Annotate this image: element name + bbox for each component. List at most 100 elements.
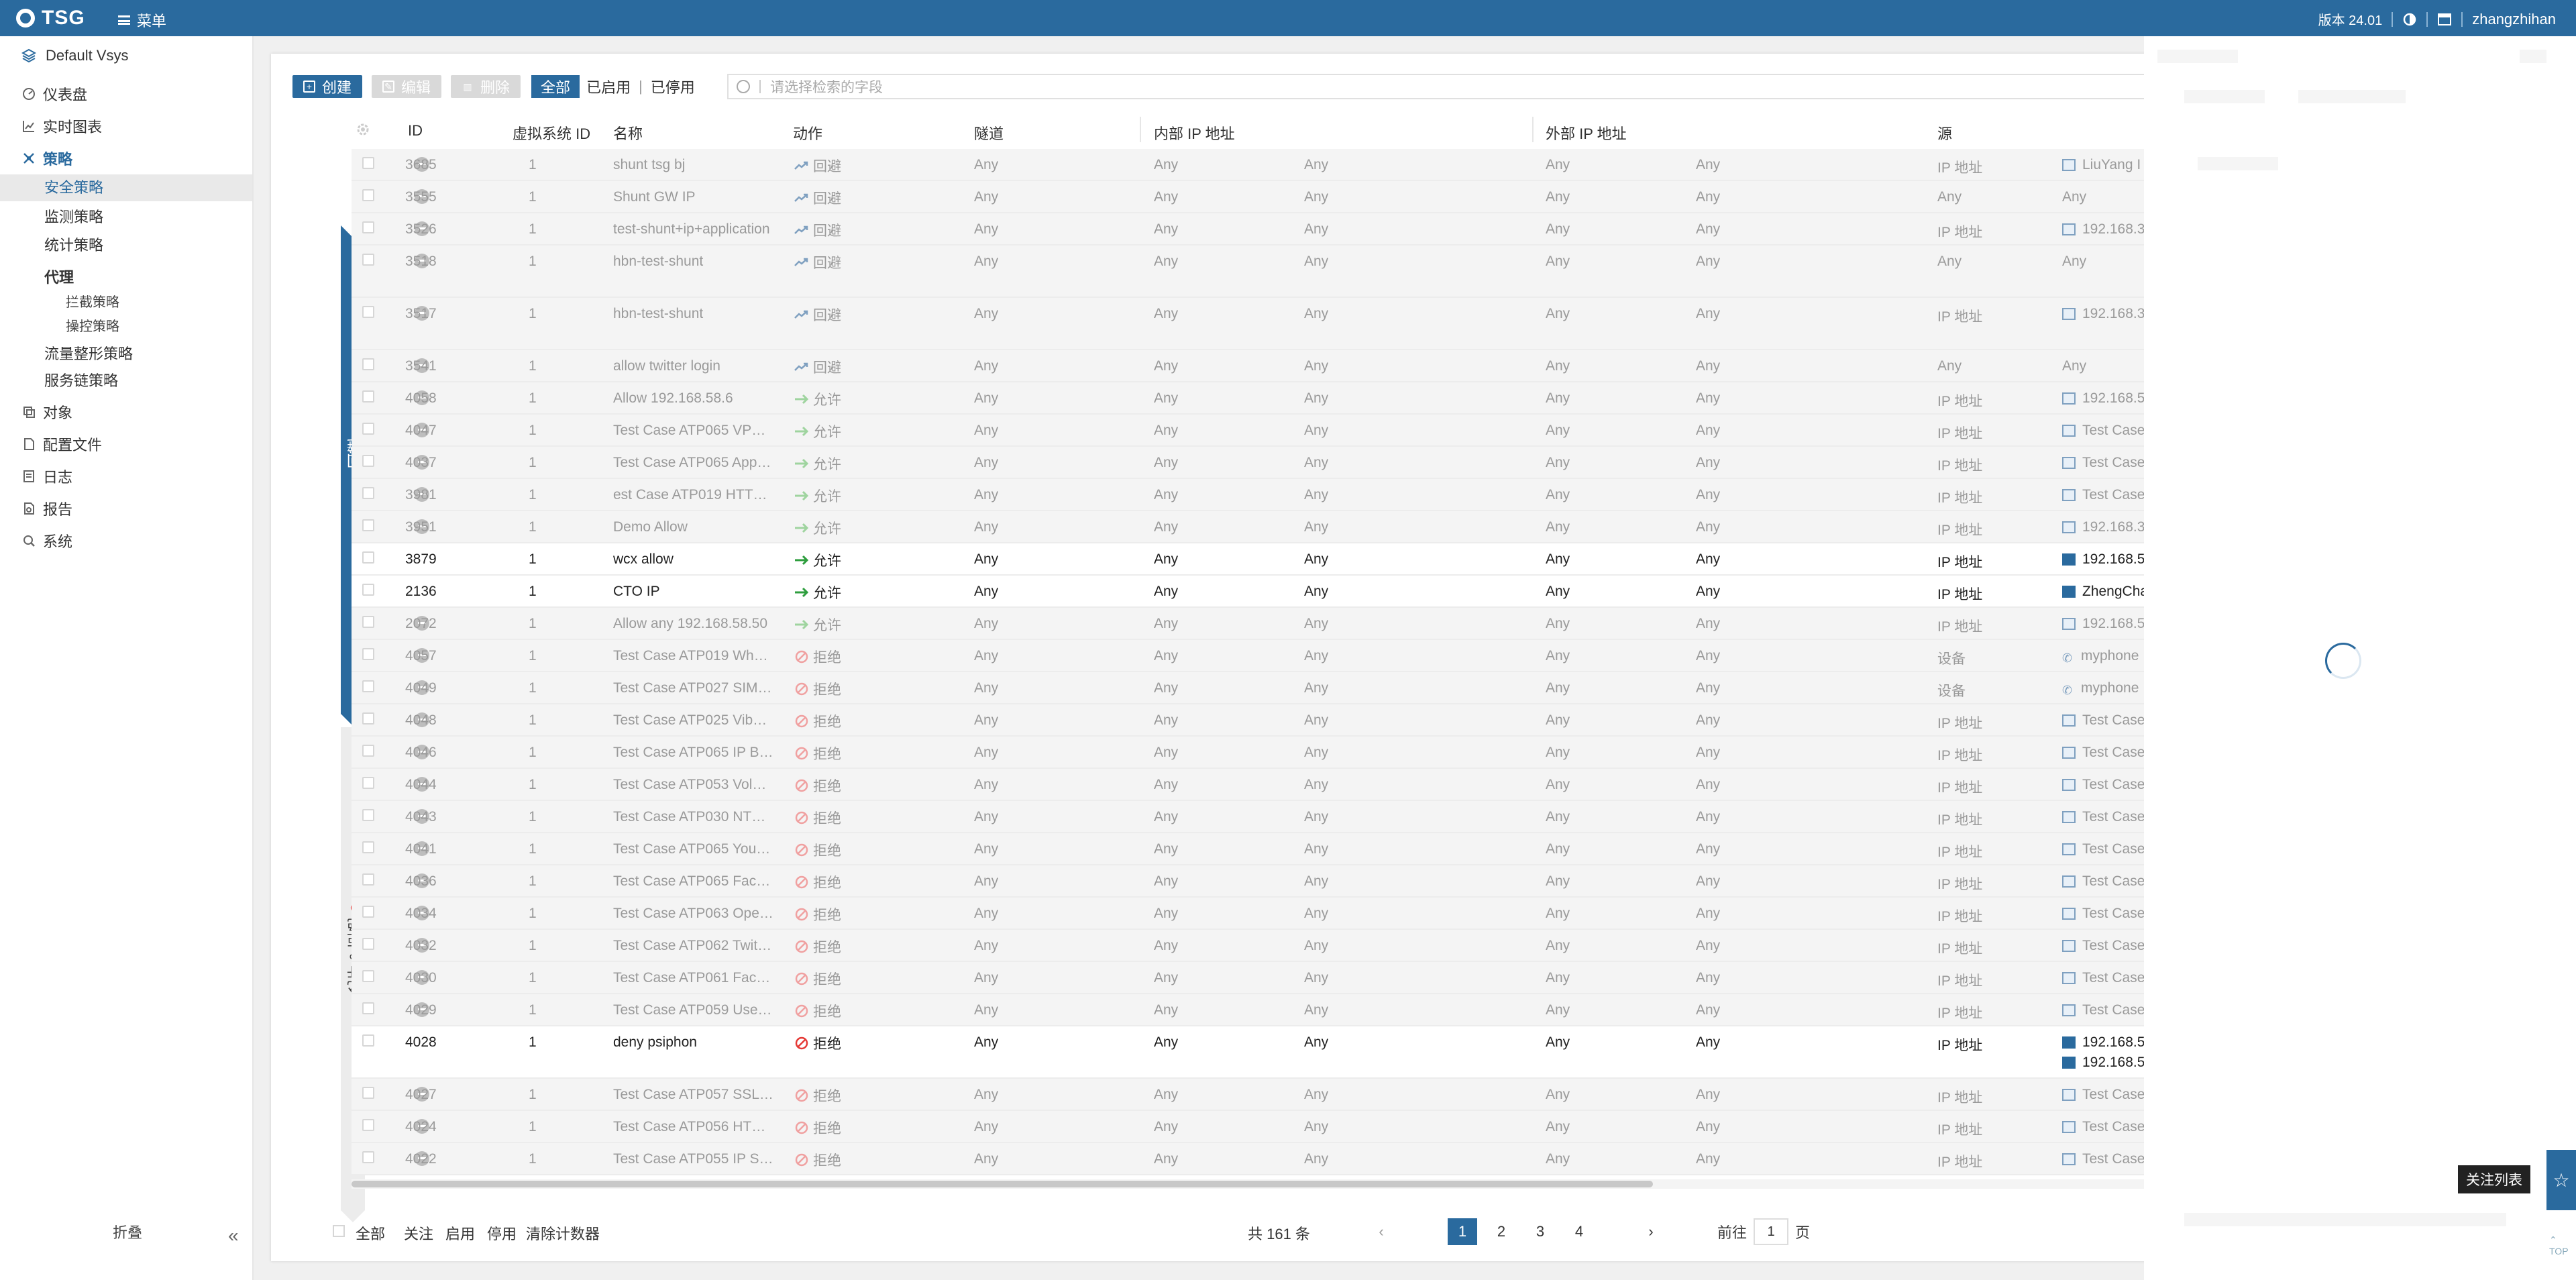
sidebar-item-policy[interactable]: 策略 xyxy=(0,148,252,169)
sidebar-item-dashboard[interactable]: 仪表盘 xyxy=(0,83,252,105)
column-source[interactable]: 源 xyxy=(1937,125,1953,142)
row-checkbox[interactable] xyxy=(362,551,374,564)
cell-source-value[interactable]: Test Case xyxy=(2062,970,2145,986)
column-tunnel[interactable]: 隧道 xyxy=(974,125,1004,142)
cell-source-value[interactable]: 192.168.5 xyxy=(2062,1055,2145,1071)
table-row[interactable]: 4047 1 Test Case ATP065 VP… 允许 Any Any Any Any A… xyxy=(352,415,2147,447)
sidebar-item-report[interactable]: 报告 xyxy=(0,498,252,519)
delete-button[interactable]: ▥ 删除 xyxy=(451,75,521,98)
select-all-label[interactable]: 全部 xyxy=(356,1226,386,1242)
cell-name[interactable]: Allow any 192.168.58.50 xyxy=(613,616,768,631)
table-row[interactable]: 2072 1 Allow any 192.168.58.50 允许 Any Any Any A… xyxy=(352,608,2147,640)
cell-source-value[interactable]: Any xyxy=(2062,189,2086,205)
row-checkbox[interactable] xyxy=(362,648,374,660)
page-4-button[interactable]: 4 xyxy=(1574,1223,1584,1240)
logo[interactable]: TSG xyxy=(16,7,85,30)
prev-page-button[interactable]: ‹ xyxy=(1379,1223,1384,1240)
row-checkbox[interactable] xyxy=(362,519,374,531)
back-to-top-button[interactable]: ⌃ TOP xyxy=(2549,1234,2569,1257)
cell-source-value[interactable]: Test Case xyxy=(2062,1087,2145,1103)
cell-source-value[interactable]: ✆ myphone xyxy=(2062,648,2139,664)
cell-source-value[interactable]: 192.168.3 xyxy=(2062,221,2145,237)
row-checkbox[interactable] xyxy=(362,1002,374,1014)
cell-name[interactable]: Test Case ATP065 You… xyxy=(613,841,771,857)
cell-name[interactable]: Test Case ATP030 NT… xyxy=(613,809,766,824)
cell-name[interactable]: hbn-test-shunt xyxy=(613,254,704,269)
cell-source-value[interactable]: 192.168.5 xyxy=(2062,551,2145,568)
cell-name[interactable]: Test Case ATP065 App… xyxy=(613,455,771,470)
cell-name[interactable]: Allow 192.168.58.6 xyxy=(613,390,733,406)
row-checkbox[interactable] xyxy=(362,841,374,853)
row-checkbox[interactable] xyxy=(362,873,374,886)
next-page-button[interactable]: › xyxy=(1648,1223,1654,1240)
column-action[interactable]: 动作 xyxy=(793,125,823,142)
table-row[interactable]: 4027 1 Test Case ATP057 SSL… 拒绝 Any Any Any Any… xyxy=(352,1079,2147,1111)
table-row[interactable]: 3526 1 test-shunt+ip+application 回避 Any Any An… xyxy=(352,213,2147,246)
cell-source-value[interactable]: Test Case xyxy=(2062,712,2145,729)
table-row[interactable]: 4043 1 Test Case ATP030 NT… 拒绝 Any Any Any Any A… xyxy=(352,801,2147,833)
sidebar-item-monitor-policy[interactable]: 监测策略 xyxy=(44,209,104,225)
collapse-arrow-icon[interactable]: « xyxy=(228,1225,239,1246)
sidebar-item-profile[interactable]: 配置文件 xyxy=(0,433,252,455)
row-checkbox[interactable] xyxy=(362,423,374,435)
table-row[interactable]: 4044 1 Test Case ATP053 Vol… 拒绝 Any Any Any Any… xyxy=(352,769,2147,801)
column-settings-icon[interactable] xyxy=(356,122,370,141)
row-checkbox[interactable] xyxy=(362,455,374,467)
sidebar-item-statistics-policy[interactable]: 统计策略 xyxy=(44,237,104,254)
cell-source-value[interactable]: Test Case xyxy=(2062,745,2145,761)
row-checkbox[interactable] xyxy=(362,777,374,789)
sidebar-item-intercept-policy[interactable]: 拦截策略 xyxy=(66,295,119,310)
table-row[interactable]: 3951 1 Demo Allow 允许 Any Any Any Any Any IP 地址 192… xyxy=(352,511,2147,543)
column-id[interactable]: ID xyxy=(408,122,423,139)
cell-name[interactable]: Test Case ATP027 SIM… xyxy=(613,680,772,696)
row-checkbox[interactable] xyxy=(362,1034,374,1047)
cell-name[interactable]: Test Case ATP055 IP S… xyxy=(613,1151,773,1167)
table-row[interactable]: 3685 1 shunt tsg bj 回避 Any Any Any Any Any IP 地址 L… xyxy=(352,149,2147,181)
table-row[interactable]: 4030 1 Test Case ATP061 Fac… 拒绝 Any Any Any Any… xyxy=(352,962,2147,994)
sidebar-item-log[interactable]: 日志 xyxy=(0,466,252,487)
table-row[interactable]: 4034 1 Test Case ATP063 Ope… 拒绝 Any Any Any Any… xyxy=(352,898,2147,930)
table-row[interactable]: 4024 1 Test Case ATP056 HT… 拒绝 Any Any Any Any A… xyxy=(352,1111,2147,1143)
cell-name[interactable]: Demo Allow xyxy=(613,519,688,535)
page-2-button[interactable]: 2 xyxy=(1497,1223,1506,1240)
sidebar-item-object[interactable]: 对象 xyxy=(0,401,252,423)
row-checkbox[interactable] xyxy=(362,1087,374,1099)
username[interactable]: zhangzhihan xyxy=(2472,10,2556,28)
filter-disabled-button[interactable]: 已停用 xyxy=(650,79,695,96)
row-checkbox[interactable] xyxy=(362,938,374,950)
cell-source-value[interactable]: Test Case xyxy=(2062,487,2145,503)
table-row[interactable]: 3517 1 hbn-test-shunt 回避 Any Any Any Any Any IP 地… xyxy=(352,298,2147,350)
column-external-ip[interactable]: 外部 IP 地址 xyxy=(1546,125,1627,142)
table-row[interactable]: 4036 1 Test Case ATP065 Fac… 拒绝 Any Any Any Any… xyxy=(352,865,2147,898)
row-checkbox[interactable] xyxy=(362,306,374,318)
cell-name[interactable]: Test Case ATP063 Ope… xyxy=(613,906,773,921)
column-internal-ip[interactable]: 内部 IP 地址 xyxy=(1154,125,1235,142)
follow-button[interactable]: 关注 xyxy=(404,1226,434,1242)
cell-source-value[interactable]: Test Case xyxy=(2062,455,2145,471)
row-checkbox[interactable] xyxy=(362,809,374,821)
edit-button[interactable]: ✎ 编辑 xyxy=(372,75,442,98)
table-row[interactable]: 4048 1 Test Case ATP025 Vib… 拒绝 Any Any Any Any… xyxy=(352,704,2147,737)
cell-source-value[interactable]: Any xyxy=(2062,358,2086,374)
vsys-selector[interactable]: Default Vsys xyxy=(21,47,129,64)
table-row[interactable]: 3981 1 est Case ATP019 HTT… 允许 Any Any Any Any A… xyxy=(352,479,2147,511)
cell-source-value[interactable]: Test Case xyxy=(2062,1002,2145,1018)
table-row[interactable]: 4049 1 Test Case ATP027 SIM… 拒绝 Any Any Any Any… xyxy=(352,672,2147,704)
cell-source-value[interactable]: 192.168.5 xyxy=(2062,390,2145,407)
cell-name[interactable]: wcx allow xyxy=(613,551,674,567)
table-row[interactable]: 4029 1 Test Case ATP059 Use… 拒绝 Any Any Any Any… xyxy=(352,994,2147,1026)
cell-name[interactable]: shunt tsg bj xyxy=(613,157,686,172)
table-row[interactable]: 4022 1 Test Case ATP055 IP S… 拒绝 Any Any Any An… xyxy=(352,1143,2147,1175)
cell-source-value[interactable]: LiuYang I xyxy=(2062,157,2141,173)
row-checkbox[interactable] xyxy=(362,189,374,201)
row-checkbox[interactable] xyxy=(362,680,374,692)
sidebar-item-service-chain[interactable]: 服务链策略 xyxy=(44,372,119,389)
filter-enabled-button[interactable]: 已启用 xyxy=(586,79,631,96)
sidebar-item-security-policy[interactable]: 安全策略 xyxy=(0,174,252,201)
filter-all-button[interactable]: 全部 xyxy=(531,75,580,98)
sidebar-item-manipulation-policy[interactable]: 操控策略 xyxy=(66,319,119,334)
cell-source-value[interactable]: ZhengCha xyxy=(2062,584,2147,600)
select-all-checkbox[interactable] xyxy=(333,1225,345,1237)
follow-list-button[interactable]: ☆ xyxy=(2546,1150,2576,1210)
cell-name[interactable]: allow twitter login xyxy=(613,358,720,374)
